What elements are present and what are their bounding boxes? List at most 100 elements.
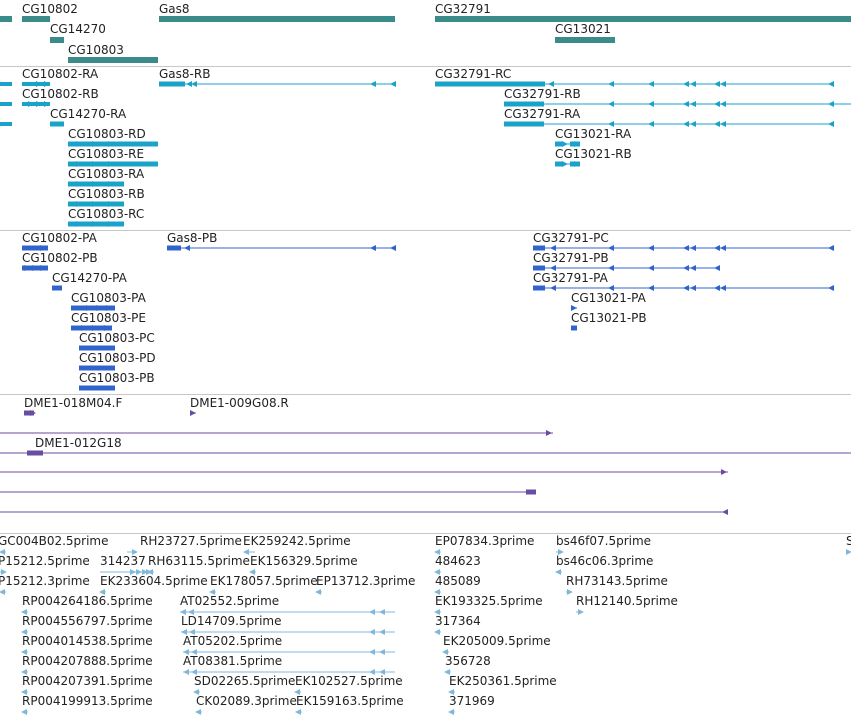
transcript-feature-cg10803-ra[interactable] — [0, 67, 851, 194]
est-feature-rp004014538-5prime[interactable] — [0, 534, 851, 662]
est-feature-at02552-5prime[interactable] — [0, 534, 851, 622]
est-feature-rp004556797-5prime[interactable] — [0, 534, 851, 642]
transcript-feature-cg13021-rb[interactable] — [0, 67, 851, 174]
transcript-label-cg32791-rc: CG32791-RC — [435, 67, 512, 81]
protein-label-cg10803-pc: CG10803-PC — [79, 331, 155, 345]
est-feature-bs46f07-5prime[interactable] — [0, 534, 851, 562]
protein-feature-cg10802-pb[interactable] — [0, 231, 851, 278]
est-feature-ld14709-5prime[interactable] — [0, 534, 851, 642]
est-feature-317364[interactable] — [0, 534, 851, 642]
est-feature-rh63115-5prime[interactable] — [0, 534, 851, 582]
est-feature-356728[interactable] — [0, 534, 851, 682]
est-feature-ek205009-5prime[interactable] — [0, 534, 851, 662]
est-label-484623: 484623 — [435, 554, 481, 568]
gene-feature[interactable] — [0, 16, 12, 22]
est-feature-rp004199913-5prime[interactable] — [0, 534, 851, 722]
transcript-feature-cg10803-re[interactable] — [0, 67, 851, 174]
est-feature-ek178057-5prime[interactable] — [0, 534, 851, 602]
est-feature-ek156329-5prime[interactable] — [0, 534, 851, 582]
est-feature-ck02089-3prime[interactable] — [0, 534, 851, 722]
protein-feature-cg13021-pa[interactable] — [0, 231, 851, 318]
transcript-feature-cg10803-rd[interactable] — [0, 67, 851, 154]
protein-label-cg10802-pb: CG10802-PB — [22, 251, 98, 265]
transcript-feature-cg10803-rc[interactable] — [0, 67, 851, 234]
est-feature-371969[interactable] — [0, 534, 851, 722]
gene-feature-cg10802[interactable] — [22, 16, 50, 22]
est-label-at02552-5prime: AT02552.5prime — [180, 594, 280, 608]
est-feature-p15212-3prime[interactable] — [0, 534, 851, 602]
gene-label-cg32791: CG32791 — [435, 2, 491, 16]
est-feature-rh73143-5prime[interactable] — [0, 534, 851, 602]
est-feature-rp004264186-5prime[interactable] — [0, 534, 851, 622]
est-label-rh63115-5prime: RH63115.5prime — [148, 554, 250, 568]
gene-feature-cg13021[interactable] — [555, 37, 615, 43]
protein-feature-cg10803-pd[interactable] — [0, 231, 851, 378]
protein-feature-cg10803-pc[interactable] — [0, 231, 851, 358]
clone-feature-dme1-009g08-r[interactable] — [0, 395, 851, 423]
est-feature-ep13712-3prime[interactable] — [0, 534, 851, 602]
clone-feature-dme1-018m04-f[interactable] — [0, 395, 851, 423]
est-feature-314237[interactable] — [0, 534, 851, 582]
est-feature-rh12140-5prime[interactable] — [0, 534, 851, 622]
gene-feature-gas8[interactable] — [159, 16, 395, 22]
transcript-label-gas8-rb: Gas8-RB — [159, 67, 211, 81]
transcript-label-cg13021-ra: CG13021-RA — [555, 127, 632, 141]
protein-feature-cg14270-pa[interactable] — [0, 231, 851, 298]
est-label-ek233604-5prime: EK233604.5prime — [100, 574, 208, 588]
est-label-ek205009-5prime: EK205009.5prime — [443, 634, 551, 648]
est-feature-ek193325-5prime[interactable] — [0, 534, 851, 622]
gene-feature-cg32791[interactable] — [435, 16, 851, 22]
est-feature-ek159163-5prime[interactable] — [0, 534, 851, 722]
protein-feature-cg32791-pb[interactable] — [0, 231, 851, 278]
est-label-485089: 485089 — [435, 574, 481, 588]
transcript-feature-cg32791-ra[interactable] — [0, 67, 851, 134]
protein-feature-cg32791-pc[interactable] — [0, 231, 851, 258]
clone-feature[interactable] — [0, 395, 851, 522]
transcript-feature-cg13021-ra[interactable] — [0, 67, 851, 154]
est-feature-bs46c06-3prime[interactable] — [0, 534, 851, 582]
transcript-feature-cg10803-rb[interactable] — [0, 67, 851, 214]
est-feature-ek233604-5prime[interactable] — [0, 534, 851, 602]
est-feature-s[interactable] — [0, 534, 851, 562]
est-feature-gc004b02-5prime[interactable] — [0, 534, 851, 562]
est-label-p15212-5prime: P15212.5prime — [0, 554, 90, 568]
protein-feature-cg13021-pb[interactable] — [0, 231, 851, 338]
transcript-feature[interactable] — [0, 67, 851, 94]
transcript-feature[interactable] — [0, 67, 851, 114]
est-feature-rp004207391-5prime[interactable] — [0, 534, 851, 702]
est-feature-485089[interactable] — [0, 534, 851, 602]
est-feature-ek250361-5prime[interactable] — [0, 534, 851, 702]
est-label-rh73143-5prime: RH73143.5prime — [566, 574, 668, 588]
gene-feature-cg14270[interactable] — [50, 37, 64, 43]
protein-feature-cg10803-pa[interactable] — [0, 231, 851, 318]
est-label-371969: 371969 — [449, 694, 495, 708]
est-feature-p15212-5prime[interactable] — [0, 534, 851, 582]
transcript-feature-cg32791-rc[interactable] — [0, 67, 851, 94]
transcript-feature-gas8-rb[interactable] — [0, 67, 851, 94]
protein-feature-cg32791-pa[interactable] — [0, 231, 851, 298]
protein-label-cg32791-pb: CG32791-PB — [533, 251, 609, 265]
transcript-feature[interactable] — [0, 67, 851, 134]
est-feature-at08381-5prime[interactable] — [0, 534, 851, 682]
transcript-feature-cg10802-rb[interactable] — [0, 67, 851, 114]
clone-feature[interactable] — [0, 395, 851, 482]
transcript-feature-cg14270-ra[interactable] — [0, 67, 851, 134]
est-feature-rp004207888-5prime[interactable] — [0, 534, 851, 682]
transcript-feature-cg10802-ra[interactable] — [0, 67, 851, 94]
protein-feature-gas8-pb[interactable] — [0, 231, 851, 258]
protein-feature-cg10803-pb[interactable] — [0, 231, 851, 398]
protein-feature-cg10802-pa[interactable] — [0, 231, 851, 258]
protein-feature-cg10803-pe[interactable] — [0, 231, 851, 338]
est-feature-ek259242-5prime[interactable] — [0, 534, 851, 562]
clone-feature[interactable] — [0, 395, 851, 443]
clone-feature-dme1-012g18[interactable] — [0, 395, 851, 463]
est-feature-sd02265-5prime[interactable] — [0, 534, 851, 702]
est-feature-ep07834-3prime[interactable] — [0, 534, 851, 562]
est-feature-at05202-5prime[interactable] — [0, 534, 851, 662]
clone-feature[interactable] — [0, 395, 851, 502]
transcript-feature-cg32791-rb[interactable] — [0, 67, 851, 114]
est-feature-rh23727-5prime[interactable] — [0, 534, 851, 562]
gene-feature-cg10803[interactable] — [68, 57, 158, 63]
est-feature-484623[interactable] — [0, 534, 851, 582]
est-feature-ek102527-5prime[interactable] — [0, 534, 851, 702]
